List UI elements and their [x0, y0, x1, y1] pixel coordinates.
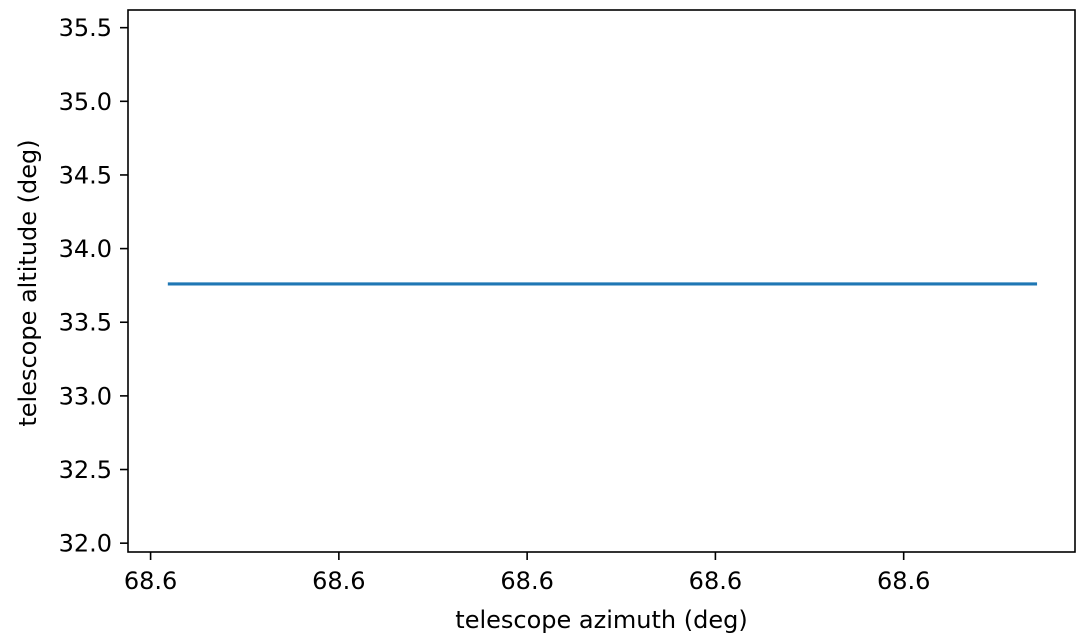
y-tick-label: 34.0 [59, 235, 112, 263]
y-tick-label: 32.0 [59, 530, 112, 558]
x-tick-label: 68.6 [689, 567, 742, 595]
y-tick-label: 34.5 [59, 161, 112, 189]
x-tick-label: 68.6 [500, 567, 553, 595]
x-tick-label: 68.6 [312, 567, 365, 595]
y-tick-label: 35.0 [59, 88, 112, 116]
x-tick-label: 68.6 [124, 567, 177, 595]
y-axis-label: telescope altitude (deg) [14, 139, 42, 426]
y-tick-label: 33.5 [59, 309, 112, 337]
y-tick-label: 35.5 [59, 14, 112, 42]
x-tick-label: 68.6 [877, 567, 930, 595]
x-axis-label: telescope azimuth (deg) [455, 606, 747, 634]
plot-frame [127, 9, 1076, 553]
ticks-layer: 68.6 68.6 68.6 68.6 68.6 32.0 32.5 33.0 33.5 34.0… [59, 14, 931, 595]
y-tick-label: 32.5 [59, 456, 112, 484]
y-tick-label: 33.0 [59, 382, 112, 410]
